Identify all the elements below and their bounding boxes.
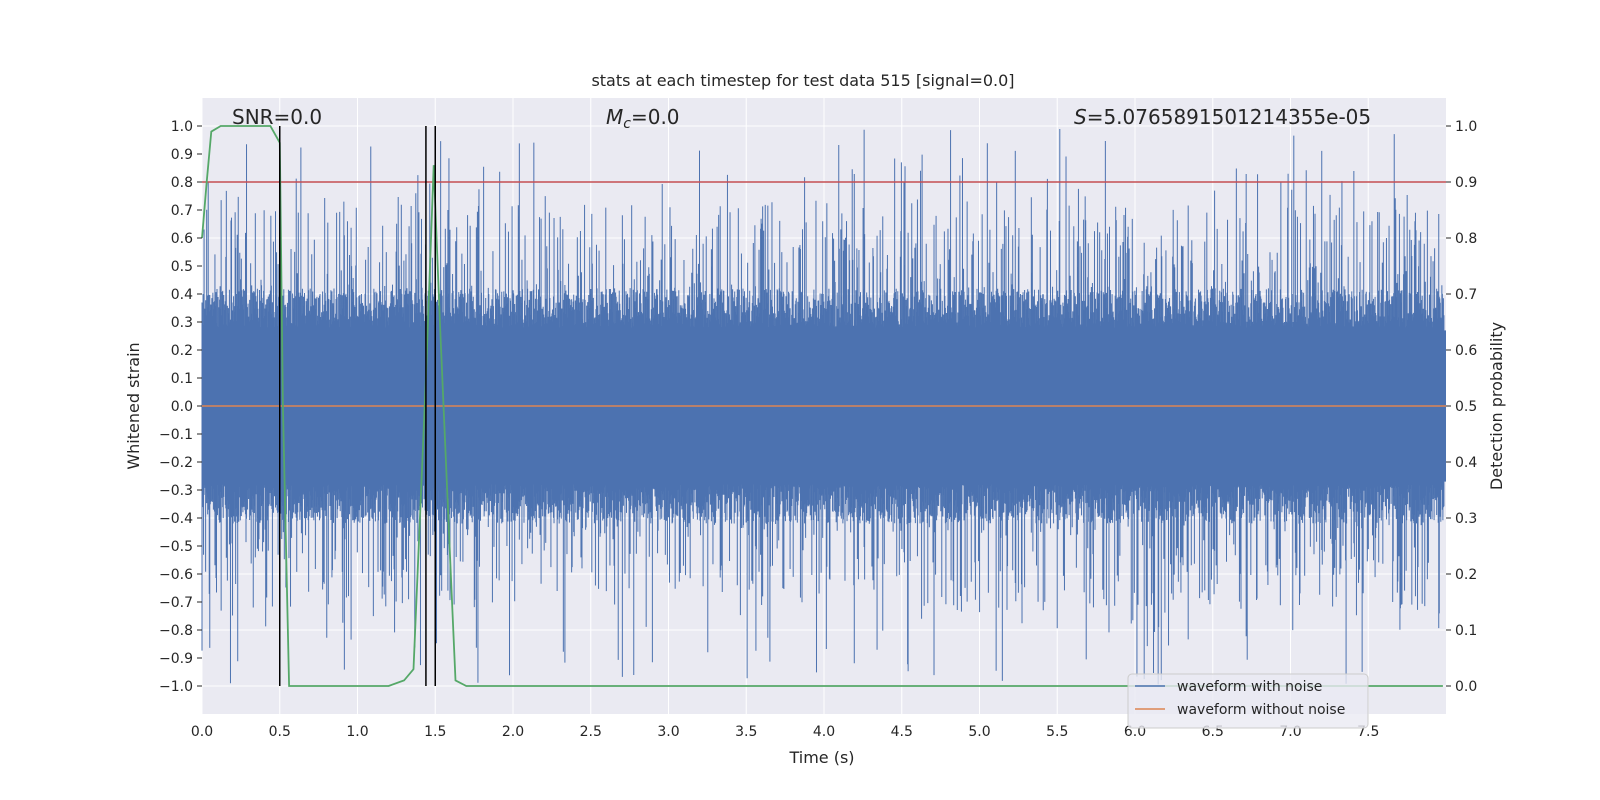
y-tick-label: 0.3: [171, 315, 193, 331]
y-tick-label: −0.3: [159, 483, 193, 499]
s-annotation: S=5.0765891501214355e-05: [1074, 105, 1371, 129]
y2-axis-ticks: 1.0 0.9 0.8 0.7 0.6 0.5 0.4 0.3 0.2 0.1 0.0: [1446, 119, 1477, 695]
x-tick-label: 3.0: [657, 724, 679, 740]
x-tick-label: 2.0: [502, 724, 524, 740]
legend-label-clean: waveform without noise: [1177, 702, 1345, 718]
y2-tick-label: 0.0: [1455, 679, 1477, 695]
x-tick-label: 5.5: [1046, 724, 1068, 740]
y-tick-label: −0.7: [159, 595, 193, 611]
y-tick-label: −1.0: [159, 679, 193, 695]
y-tick-label: 0.8: [171, 175, 193, 191]
mc-subscript: c: [623, 116, 631, 132]
y-tick-label: −0.8: [159, 623, 193, 639]
chart-title: stats at each timestep for test data 515…: [591, 71, 1014, 90]
y2-tick-label: 0.2: [1455, 567, 1477, 583]
y-tick-label: 0.0: [171, 399, 193, 415]
y-tick-label: −0.5: [159, 539, 193, 555]
y-tick-label: 0.6: [171, 231, 193, 247]
y-tick-label: −0.4: [159, 511, 193, 527]
y2-tick-label: 0.9: [1455, 175, 1477, 191]
y-tick-label: 0.2: [171, 343, 193, 359]
x-tick-label: 0.0: [191, 724, 213, 740]
y-tick-label: −0.2: [159, 455, 193, 471]
probability-line: [201, 125, 1443, 687]
y-axis-label: Whitened strain: [124, 342, 143, 469]
x-tick-label: 3.5: [735, 724, 757, 740]
x-tick-label: 5.0: [968, 724, 990, 740]
s-symbol: S: [1074, 105, 1087, 129]
x-tick-label: 0.5: [269, 724, 291, 740]
snr-annotation: SNR=0.0: [232, 105, 322, 129]
y2-tick-label: 0.1: [1455, 623, 1477, 639]
y2-tick-label: 0.5: [1455, 399, 1477, 415]
vertical-marker-lines: [279, 126, 436, 686]
y-tick-label: 0.4: [171, 287, 193, 303]
y-tick-label: 0.9: [171, 147, 193, 163]
x-axis-label: Time (s): [788, 748, 854, 767]
y2-tick-label: 1.0: [1455, 119, 1477, 135]
legend-label-noisy: waveform with noise: [1177, 679, 1322, 695]
probability-series: [201, 125, 1443, 687]
y-axis-ticks: 1.0 0.9 0.8 0.7 0.6 0.5 0.4 0.3 0.2 0.1 0.0 −0.1 −0.…: [159, 119, 202, 695]
s-value: =5.0765891501214355e-05: [1087, 105, 1371, 129]
x-tick-label: 4.0: [813, 724, 835, 740]
x-tick-label: 4.5: [891, 724, 913, 740]
mc-annotation: Mc=0.0: [606, 105, 680, 132]
y-tick-label: −0.9: [159, 651, 193, 667]
y-tick-label: −0.6: [159, 567, 193, 583]
x-tick-label: 1.5: [424, 724, 446, 740]
y-tick-label: −0.1: [159, 427, 193, 443]
y2-tick-label: 0.7: [1455, 287, 1477, 303]
y-tick-label: 0.5: [171, 259, 193, 275]
mc-value: =0.0: [631, 105, 680, 129]
y2-tick-label: 0.8: [1455, 231, 1477, 247]
y2-tick-label: 0.3: [1455, 511, 1477, 527]
legend-box: [1127, 673, 1369, 729]
y-tick-label: 1.0: [171, 119, 193, 135]
y2-tick-label: 0.6: [1455, 343, 1477, 359]
y-tick-label: 0.1: [171, 371, 193, 387]
y2-tick-label: 0.4: [1455, 455, 1477, 471]
y-tick-label: 0.7: [171, 203, 193, 219]
legend: waveform with noise waveform without noi…: [1127, 673, 1369, 729]
x-tick-label: 2.5: [580, 724, 602, 740]
x-tick-label: 1.0: [346, 724, 368, 740]
y2-axis-label: Detection probability: [1487, 322, 1506, 490]
mc-symbol: M: [606, 105, 623, 129]
